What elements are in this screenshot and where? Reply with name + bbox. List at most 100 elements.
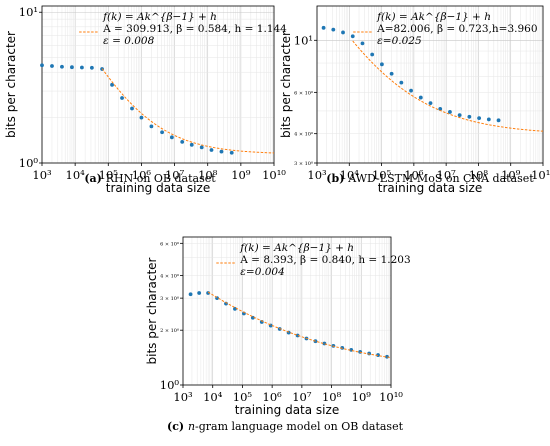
- y-tick-label: 6 × 10⁰: [160, 241, 179, 247]
- x-tick-label: 10⁹: [501, 168, 521, 182]
- fit-curve: [352, 40, 544, 132]
- legend-line: f(k) = Ak^{β−1} + h: [239, 242, 354, 254]
- data-point: [389, 71, 394, 76]
- data-point: [219, 149, 224, 154]
- panel-caption: (a) RHN on OB dataset: [84, 172, 216, 185]
- data-point: [340, 345, 345, 350]
- x-tick-label: 10⁴: [203, 390, 223, 404]
- data-point: [409, 88, 413, 93]
- data-point: [367, 351, 372, 356]
- chart-panel-3: 10³ 10⁴ 10⁵ 10⁶ 10⁷ 10⁸ 10⁹ 10¹⁰ 10⁰ 2 × 10⁰ 3 × 1…: [145, 236, 411, 433]
- x-tick-label: 10⁸: [198, 168, 218, 182]
- x-tick-label: 10¹⁰: [531, 168, 550, 182]
- plot-area-frame: [182, 236, 392, 386]
- data-point: [360, 41, 365, 46]
- data-point: [209, 148, 214, 152]
- data-point: [197, 291, 202, 295]
- legend-line: A = 309.913, β = 0.584, h = 1.144: [102, 23, 287, 35]
- data-point: [180, 140, 185, 144]
- x-axis-label: training data size: [106, 181, 210, 195]
- x-tick-label: 10⁵: [99, 168, 119, 182]
- y-axis-label: bits per character: [4, 31, 18, 138]
- y-tick-label: 2 × 10⁰: [160, 328, 179, 334]
- fit-curve: [207, 291, 392, 359]
- y-axis-label: bits per character: [145, 257, 159, 364]
- data-point: [70, 65, 74, 70]
- plot-area-frame: [316, 5, 544, 164]
- y-tick-label: 10¹: [19, 5, 38, 19]
- x-tick-label: 10⁸: [322, 390, 342, 404]
- x-tick-label: 10⁶: [404, 168, 424, 182]
- data-point: [438, 107, 443, 111]
- y-tick-label: 6 × 10⁰: [294, 90, 313, 96]
- legend-line: f(k) = Ak^{β−1} + h: [102, 11, 217, 23]
- data-point: [188, 292, 193, 297]
- data-point: [199, 145, 204, 150]
- data-point: [189, 142, 194, 147]
- x-tick-label: 10⁹: [352, 390, 372, 404]
- chart-panel-1: 10³ 10⁴ 10⁵ 10⁶ 10⁷ 10⁸ 10⁹ 10¹⁰ 10⁰ 10¹ training …: [4, 5, 287, 195]
- data-point: [40, 63, 44, 68]
- y-axis-label: bits per character: [279, 31, 293, 138]
- data-point: [428, 101, 433, 105]
- x-tick-label: 10⁴: [66, 168, 86, 182]
- x-tick-label: 10³: [173, 390, 193, 404]
- x-tick-label: 10⁵: [233, 390, 253, 404]
- x-tick-label: 10⁶: [263, 390, 283, 404]
- y-tick-label: 4 × 10⁰: [160, 273, 179, 279]
- y-tick-label: 4 × 10⁰: [294, 132, 313, 138]
- data-point: [130, 106, 134, 111]
- data-point: [350, 34, 355, 39]
- data-point: [120, 96, 124, 100]
- x-axis-label: training data size: [235, 403, 339, 417]
- x-tick-label: 10⁴: [340, 168, 360, 182]
- x-tick-label: 10⁵: [372, 168, 392, 182]
- x-tick-label: 10⁷: [165, 168, 185, 182]
- data-point: [418, 95, 423, 100]
- x-tick-label: 10³: [32, 168, 52, 182]
- data-point: [89, 65, 94, 70]
- y-tick-label: 3 × 10⁰: [160, 296, 179, 302]
- data-point: [80, 65, 84, 70]
- data-point: [376, 353, 380, 357]
- legend-line: ε=0.004: [240, 266, 285, 278]
- legend-line: ε = 0.008: [103, 35, 154, 47]
- legend-line: f(k) = Ak^{β−1} + h: [376, 11, 491, 23]
- x-tick-label: 10⁷: [437, 168, 457, 182]
- data-point: [341, 30, 345, 35]
- x-axis-label: training data size: [378, 181, 482, 195]
- data-point: [457, 113, 462, 117]
- data-point: [50, 64, 54, 68]
- data-point: [160, 130, 164, 135]
- data-point: [448, 110, 452, 114]
- legend-line: A=82.006, β = 0.723,h=3.960: [376, 23, 537, 35]
- x-tick-label: 10¹⁰: [262, 168, 286, 182]
- x-tick-label: 10⁶: [132, 168, 152, 182]
- panel-caption: (b) AWD-LSTM-MoS on CNA dataset: [326, 172, 534, 185]
- data-point: [380, 62, 384, 67]
- data-point: [229, 150, 234, 155]
- fit-curve: [101, 68, 275, 154]
- x-tick-label: 10⁹: [231, 168, 251, 182]
- x-tick-label: 10⁷: [292, 390, 312, 404]
- y-tick-label: 10¹: [294, 33, 313, 47]
- panel-caption: (c) n-gram language model on OB dataset: [167, 420, 404, 433]
- x-tick-label: 10³: [307, 168, 327, 182]
- x-tick-label: 10¹⁰: [379, 390, 403, 404]
- legend-line: ε=0.025: [377, 35, 422, 47]
- data-point: [169, 135, 174, 140]
- x-tick-label: 10⁸: [469, 168, 489, 182]
- data-point: [370, 52, 375, 57]
- y-tick-label: 10⁰: [160, 378, 180, 392]
- data-point: [477, 116, 482, 121]
- data-point: [331, 27, 336, 32]
- data-point: [149, 124, 154, 129]
- data-point: [60, 64, 64, 69]
- chart-panel-2: 10³ 10⁴ 10⁵ 10⁶ 10⁷ 10⁸ 10⁹ 10¹⁰ 3 × 10⁰ 4 × 10⁰ 6…: [279, 5, 550, 195]
- data-point: [233, 306, 237, 311]
- data-point: [467, 114, 472, 119]
- data-point: [399, 80, 404, 85]
- data-point: [139, 115, 144, 120]
- data-point: [486, 117, 491, 122]
